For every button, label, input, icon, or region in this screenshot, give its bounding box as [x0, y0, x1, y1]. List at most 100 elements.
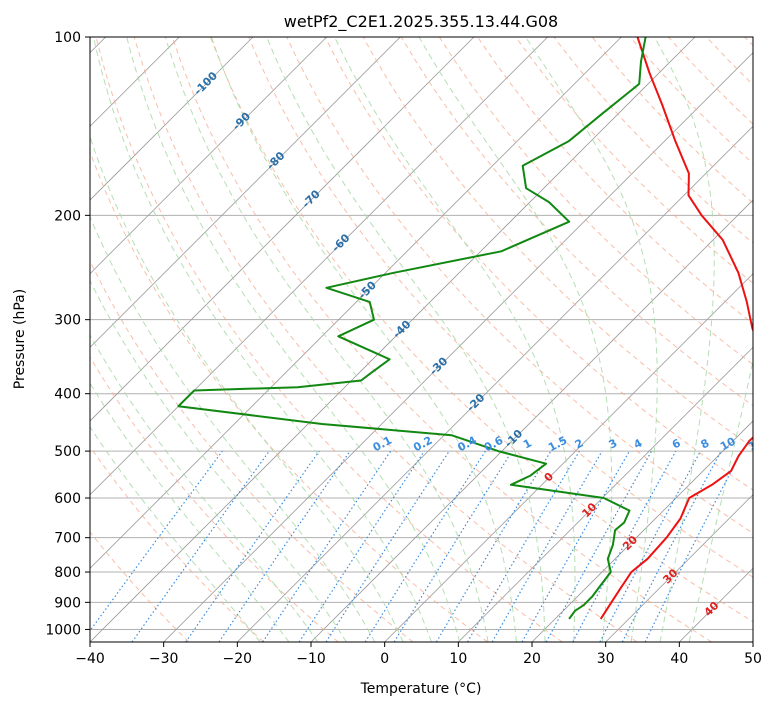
dry-adiabat [400, 37, 753, 407]
y-axis-title: Pressure (hPa) [12, 289, 28, 389]
x-tick-label: 20 [523, 651, 541, 667]
x-tick-label: 50 [744, 651, 762, 667]
dry-adiabat [210, 37, 753, 623]
x-tick-label: −20 [223, 651, 253, 667]
isotherm-line [90, 37, 401, 348]
moist-adiabat [90, 382, 290, 642]
dry-adiabat [515, 37, 753, 284]
mixing-ratio-line [644, 450, 743, 642]
moist-adiabat [93, 37, 432, 642]
dry-adiabat [171, 37, 712, 642]
mixing-ratio-line [393, 450, 513, 642]
x-tick-label: −30 [149, 651, 179, 667]
moist-adiabat [688, 358, 753, 642]
mixing-ratio-label: 4 [632, 436, 645, 451]
mixing-ratio-line [435, 450, 552, 642]
mixing-ratio-label: 13 [746, 435, 766, 454]
moist-adiabat [418, 37, 613, 642]
mixing-ratio-line [599, 450, 702, 642]
mixing-ratio-label: 10 [718, 435, 738, 454]
mixing-ratio-label: 16 [768, 435, 775, 454]
y-tick-label: 1000 [45, 622, 81, 638]
moist-adiabat [90, 426, 261, 642]
isotherm-line [310, 199, 753, 642]
moist-adiabat [90, 334, 319, 642]
x-tick-label: −10 [296, 651, 326, 667]
mixing-ratio-line [298, 450, 425, 642]
isotherm-label: -30 [427, 354, 450, 377]
moist-adiabat [266, 37, 546, 642]
y-tick-label: 900 [54, 595, 81, 611]
y-tick-label: 300 [54, 313, 81, 329]
isotherm-label: -80 [264, 149, 287, 172]
x-axis-title: Temperature (°C) [360, 681, 482, 697]
moist-adiabat [90, 135, 404, 642]
moist-adiabat [126, 37, 461, 642]
isotherm-label: -90 [230, 110, 253, 133]
mixing-ratio-line [572, 450, 677, 642]
isotherm-line [237, 125, 753, 642]
isotherm-label: -20 [464, 391, 487, 414]
y-tick-label: 500 [54, 444, 81, 460]
x-tick-label: 40 [670, 651, 688, 667]
y-tick-label: 800 [54, 565, 81, 581]
temperature-profile [599, 37, 753, 620]
x-tick-label: 30 [597, 651, 615, 667]
dry-adiabat-label: 30 [660, 566, 680, 586]
y-tick-label: 100 [54, 30, 81, 46]
isotherm-line [384, 273, 753, 642]
x-tick-label: 0 [380, 651, 389, 667]
isotherm-line [90, 37, 548, 496]
mixing-ratio-line [131, 450, 270, 642]
dry-adiabat [133, 37, 638, 642]
mixing-ratio-line [545, 450, 653, 642]
isotherm-label: -100 [191, 69, 220, 98]
y-tick-label: 600 [54, 491, 81, 507]
y-tick-label: 700 [54, 531, 81, 547]
y-axis: 100 200 300 400 500 600 700 800 900 1000 [45, 30, 90, 638]
plot-frame [89, 36, 754, 643]
background-lines [90, 37, 753, 642]
dry-adiabat [668, 37, 753, 125]
dry-adiabat [95, 37, 563, 642]
profiles [177, 37, 753, 620]
mixing-ratio-label: 3 [607, 436, 620, 451]
mixing-ratio-line [521, 450, 631, 642]
dry-adiabat [706, 37, 753, 86]
mixing-ratio-label: 8 [699, 436, 712, 451]
dewpoint-profile [177, 37, 647, 620]
mixing-ratio-line [218, 450, 351, 642]
mixing-ratio-line [262, 450, 392, 642]
x-tick-label: 10 [449, 651, 467, 667]
isotherm-label: -70 [300, 187, 323, 210]
moist-adiabat [210, 37, 517, 642]
isotherm-line [90, 37, 327, 275]
dry-adiabat [248, 37, 753, 578]
mixing-ratio-label: 1 [521, 436, 534, 451]
isotherm-label: -40 [390, 318, 413, 341]
dry-adiabat [90, 531, 190, 642]
dry-adiabat [591, 37, 753, 204]
isotherm-label: -60 [329, 231, 352, 254]
isotherm-line [163, 52, 753, 642]
moist-adiabat [525, 37, 658, 642]
isotherm-line [90, 37, 254, 201]
chart-title: wetPf2_C2E1.2025.355.13.44.G08 [284, 12, 558, 32]
moist-adiabat [164, 37, 489, 642]
isotherm-line [752, 641, 753, 642]
isotherm-line [90, 37, 475, 422]
isotherm-line [605, 494, 753, 642]
moist-adiabat [90, 215, 376, 642]
x-axis: −40 −30 −20 −10 0 10 20 30 40 50 [75, 642, 762, 667]
x-tick-label: −40 [75, 651, 105, 667]
isotherm-line [679, 567, 753, 642]
moist-adiabat [653, 37, 715, 642]
dry-adiabat [90, 150, 488, 642]
dry-adiabat [90, 445, 264, 642]
isotherm-line [458, 346, 753, 642]
mixing-ratio-line [90, 450, 223, 632]
isotherm-label: -10 [502, 427, 525, 450]
dry-adiabat-label: 20 [620, 533, 640, 553]
mixing-ratio-line [325, 450, 450, 642]
